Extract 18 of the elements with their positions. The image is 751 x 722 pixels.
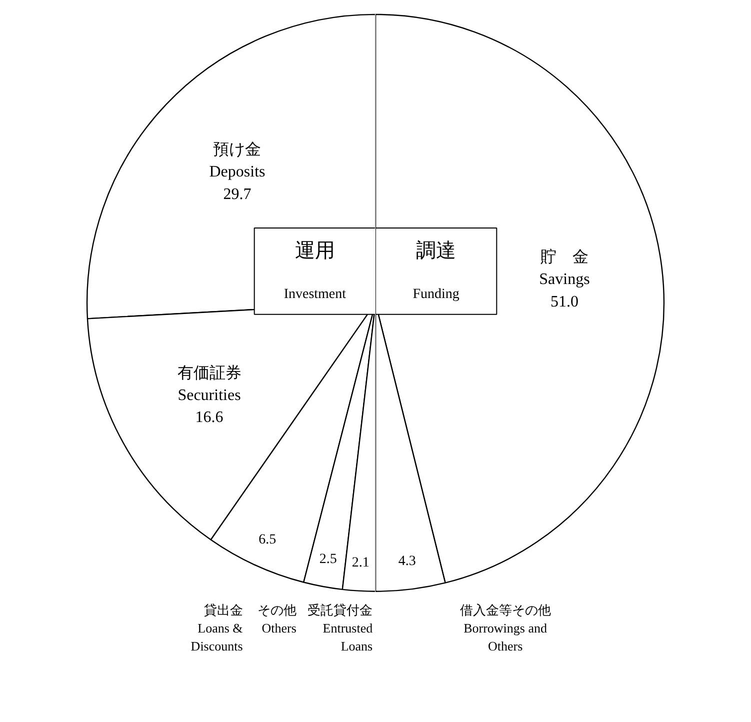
- category-label: その他 Others: [257, 602, 296, 636]
- category-label: 預け金 Deposits: [209, 142, 266, 181]
- data-label: 29.7: [223, 186, 252, 203]
- category-label: 受託貸付金 Entrusted Loans: [308, 602, 374, 654]
- category-label: 貸出金 Loans & Discounts: [190, 602, 243, 654]
- text: 調達: [416, 240, 456, 262]
- data-label: 16.6: [195, 409, 224, 426]
- data-label: 4.3: [398, 554, 416, 570]
- data-label: 51.0: [550, 293, 578, 310]
- data-label: 2.5: [319, 552, 337, 567]
- data-label: 6.5: [258, 532, 276, 548]
- text: 運用: [294, 240, 335, 262]
- category-label: 借入金等その他 Borrowings and Others: [460, 602, 551, 654]
- category-label: 有価証券 Securities: [177, 364, 242, 404]
- text: Investment: [284, 286, 346, 302]
- category-label: 貯 金 Savings: [539, 248, 590, 288]
- data-label: 2.1: [352, 556, 370, 571]
- text: Funding: [412, 286, 460, 302]
